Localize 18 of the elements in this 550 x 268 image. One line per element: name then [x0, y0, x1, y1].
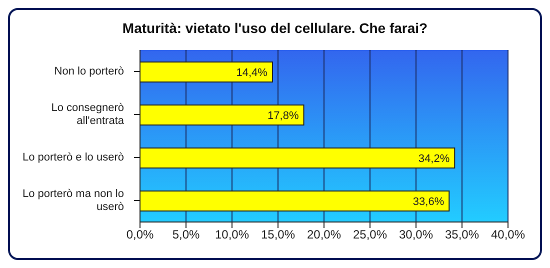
y-tick-label: Lo porterò ma non lo userò [22, 188, 124, 213]
data-label: 33,6% [412, 196, 444, 208]
x-tick-label: 35,0% [444, 228, 480, 242]
x-tick-label: 0,0% [126, 228, 154, 242]
data-label: 34,2% [418, 152, 450, 165]
y-tick-label: Lo consegnerò all'entrata [51, 102, 125, 127]
x-tick-label: 15,0% [260, 228, 296, 242]
x-tick-label: 30,0% [398, 228, 434, 242]
x-tick-label: 25,0% [352, 228, 388, 242]
x-tick-label: 20,0% [306, 228, 342, 242]
y-tick-label: Non lo porterò [54, 66, 124, 78]
x-tick-label: 5,0% [172, 228, 200, 242]
chart-title: Maturità: vietato l'uso del cellulare. Che farai? [121, 19, 429, 38]
x-tick-label: 10,0% [214, 228, 250, 242]
data-label: 17,8% [268, 110, 299, 122]
data-label: 14,4% [236, 66, 268, 79]
x-tick-label: 40,0% [490, 228, 526, 242]
y-tick-label: Lo porterò e lo userò [22, 152, 124, 164]
